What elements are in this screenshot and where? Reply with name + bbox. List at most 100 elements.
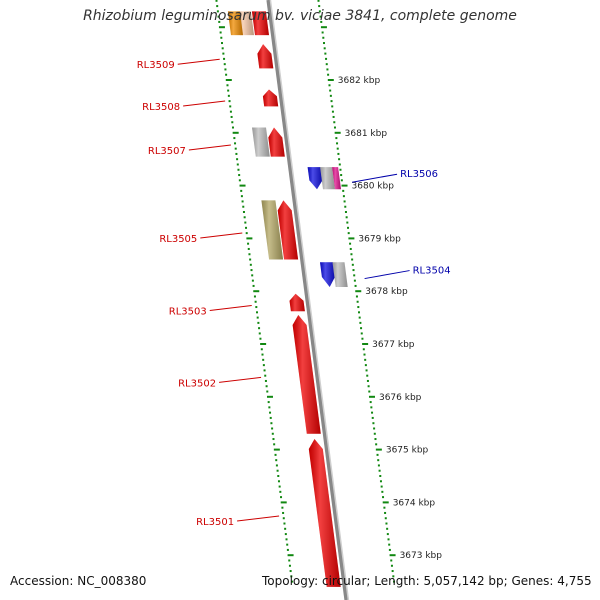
left-scale-tick: [266, 395, 273, 398]
left-scale-tick: [218, 20, 221, 23]
left-scale-tick: [286, 548, 289, 551]
right-scale-tick: [325, 63, 328, 66]
right-scale-tick: [348, 237, 355, 240]
right-scale-tick: [317, 0, 320, 2]
g-3504grey-shading: [332, 262, 348, 287]
g-3505olive-shading: [261, 200, 284, 260]
backbone-layer: [266, 0, 350, 600]
right-scale-tick: [335, 137, 338, 140]
label-leader-line: [209, 305, 252, 312]
left-scale-tick: [240, 189, 243, 192]
gene-label-rl3508: RL3508: [142, 102, 180, 113]
left-scale-tick: [249, 258, 252, 261]
right-scale-tick: [371, 411, 374, 414]
right-scale-tick: [358, 311, 361, 314]
right-scale-tick: [339, 168, 342, 171]
left-scale-tick: [226, 84, 229, 87]
left-scale-tick: [253, 290, 260, 293]
left-scale-tick: [287, 554, 294, 557]
left-scale-tick: [283, 522, 286, 525]
right-scale-tick: [375, 443, 378, 446]
left-scale-tick: [238, 174, 241, 177]
right-scale-tick: [324, 52, 327, 55]
left-scale-tick: [235, 152, 238, 155]
left-scale-tick: [225, 79, 232, 81]
left-scale-tick: [264, 374, 267, 377]
right-scale-tick: [347, 232, 350, 235]
right-scale-tick: [377, 464, 380, 467]
gene-label-rl3501: RL3501: [196, 517, 234, 528]
right-scale-tick: [390, 559, 393, 562]
right-scale-tick: [337, 152, 340, 155]
left-scale-tick: [217, 15, 220, 18]
left-scale-tick: [276, 469, 279, 472]
right-scale-tick: [365, 369, 368, 372]
scale-label: 3675 kbp: [386, 446, 429, 456]
left-scale-tick: [248, 253, 251, 256]
right-scale-tick: [332, 115, 335, 118]
left-scale-tick: [273, 448, 280, 451]
left-scale-tick: [215, 0, 218, 2]
left-scale-tick: [231, 121, 234, 124]
g-top-orange-shading: [227, 11, 243, 36]
right-scale-tick: [326, 68, 329, 71]
g-rl3508-shading: [262, 89, 279, 107]
right-scale-tick: [333, 121, 336, 124]
right-scale-tick: [357, 306, 360, 309]
left-scale-tick: [284, 527, 287, 530]
left-scale-tick: [216, 5, 219, 8]
right-scale-tick: [381, 490, 384, 493]
left-scale-tick: [278, 485, 281, 488]
right-scale-tick: [386, 527, 389, 530]
genome-backbone-line: [266, 0, 349, 600]
scale-label: 3678 kbp: [365, 287, 408, 297]
scale-label: 3673 kbp: [400, 551, 443, 561]
left-scale-tick: [220, 42, 223, 45]
right-scale-tick: [329, 94, 332, 97]
right-scale-tick: [362, 348, 365, 351]
right-scale-tick: [318, 5, 321, 8]
right-scale-tick: [349, 242, 352, 245]
g-rl3503-shading: [289, 293, 305, 312]
scale-label: 3682 kbp: [338, 76, 381, 86]
left-scale-tick: [252, 284, 255, 287]
scale-label: 3681 kbp: [345, 129, 388, 139]
left-scale-tick: [289, 570, 292, 573]
right-scale-tick: [355, 290, 362, 293]
g-rl3504-shading: [320, 262, 335, 287]
left-scale-tick: [254, 300, 257, 303]
left-scale-tick: [263, 369, 266, 372]
scale-label: 3680 kbp: [352, 182, 395, 192]
label-leader-line: [237, 515, 280, 522]
genes-layer: [227, 11, 348, 587]
left-scale-tick: [257, 321, 260, 324]
left-scale-tick: [240, 195, 243, 198]
left-scale-tick: [220, 36, 223, 39]
left-scale-tick: [284, 533, 287, 536]
left-scale-tick: [281, 506, 284, 509]
right-scale-tick: [392, 575, 395, 578]
left-scale-tick: [260, 343, 267, 345]
right-scale-tick: [328, 84, 331, 87]
gene-label-rl3506: RL3506: [400, 169, 438, 180]
left-scale-tick: [234, 142, 237, 145]
right-scale-tick: [323, 47, 326, 50]
left-scale-tick: [242, 211, 245, 213]
left-scale-tick: [285, 538, 288, 541]
right-scale-tick: [346, 221, 349, 224]
right-scale-tick: [373, 427, 376, 430]
right-scale-tick: [336, 147, 339, 150]
right-scale-tick: [382, 496, 385, 499]
right-scale-tick: [321, 31, 324, 34]
left-scale-tick: [256, 311, 259, 314]
left-scale-tick: [262, 364, 265, 367]
left-scale-tick: [280, 496, 283, 499]
left-scale-tick: [232, 131, 239, 134]
left-scale-tick: [233, 137, 236, 140]
left-scale-tick: [277, 475, 280, 477]
left-scale-tick: [282, 511, 285, 514]
right-scale-tick: [361, 337, 364, 340]
left-scale-tick: [280, 501, 287, 504]
right-scale-tick: [351, 258, 354, 261]
right-scale-tick: [353, 274, 356, 277]
